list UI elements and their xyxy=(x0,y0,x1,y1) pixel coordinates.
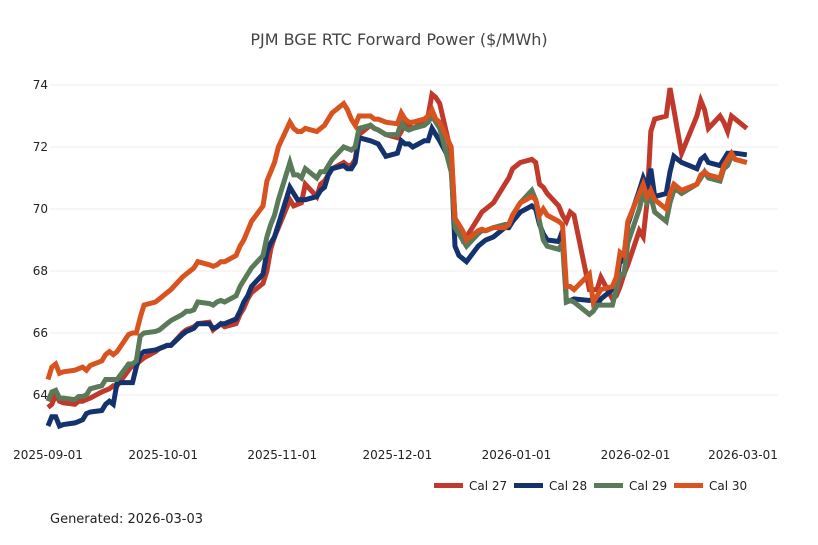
generated-footer: Generated: 2026-03-03 xyxy=(50,512,204,527)
x-tick-label: 2026-01-01 xyxy=(482,448,552,462)
series-line-cal-28 xyxy=(45,122,748,430)
y-tick-label: 70 xyxy=(33,202,48,216)
x-axis-ticks: 2025-09-01 2025-10-01 2025-11-01 2025-12-01… xyxy=(13,448,778,462)
y-tick-label: 66 xyxy=(33,326,48,340)
series-line-cal-29 xyxy=(45,111,748,403)
x-tick-label: 2025-12-01 xyxy=(363,448,433,462)
legend-label: Cal 30 xyxy=(709,479,747,493)
legend-label: Cal 29 xyxy=(629,479,667,493)
chart-title: PJM BGE RTC Forward Power ($/MWh) xyxy=(250,30,547,49)
legend-swatch xyxy=(514,483,543,488)
legend-label: Cal 28 xyxy=(549,479,587,493)
x-tick-label: 2025-09-01 xyxy=(13,448,83,462)
legend-swatch xyxy=(594,483,623,488)
legend-item: Cal 27 xyxy=(434,479,507,493)
series-lines xyxy=(45,87,749,430)
series-line-cal-30 xyxy=(45,99,748,381)
y-tick-label: 64 xyxy=(33,388,48,402)
legend-item: Cal 28 xyxy=(514,479,587,493)
x-tick-label: 2026-03-01 xyxy=(708,448,778,462)
y-tick-label: 68 xyxy=(33,264,48,278)
y-tick-label: 72 xyxy=(33,140,48,154)
y-tick-label: 74 xyxy=(33,78,48,92)
x-tick-label: 2025-10-01 xyxy=(128,448,198,462)
legend-item: Cal 30 xyxy=(674,479,747,493)
legend-item: Cal 29 xyxy=(594,479,667,493)
x-tick-label: 2025-11-01 xyxy=(247,448,317,462)
y-axis-ticks: 64 66 68 70 72 74 xyxy=(33,78,48,402)
x-tick-label: 2026-02-01 xyxy=(601,448,671,462)
legend-label: Cal 27 xyxy=(469,479,507,493)
legend-swatch xyxy=(434,483,463,488)
legend-swatch xyxy=(674,483,703,488)
legend: Cal 27 Cal 28 Cal 29 Cal 30 xyxy=(434,479,747,493)
